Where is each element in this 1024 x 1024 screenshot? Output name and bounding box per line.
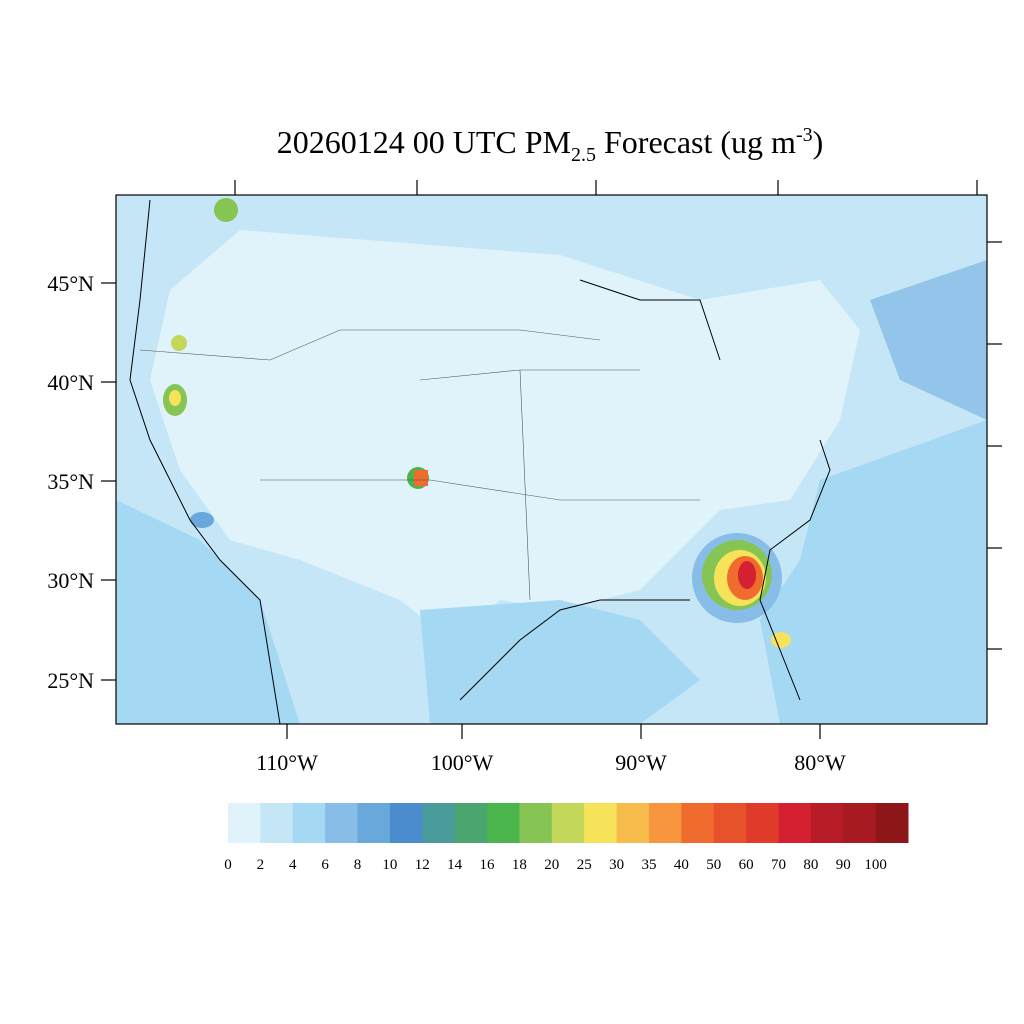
colorbar-label: 25 bbox=[577, 857, 592, 873]
lat-label: 30°N bbox=[47, 568, 94, 593]
colorbar-label: 50 bbox=[706, 857, 721, 873]
map-field bbox=[116, 195, 987, 724]
lat-label: 45°N bbox=[47, 271, 94, 296]
colorbar-box bbox=[713, 803, 747, 843]
title-sub: 2.5 bbox=[571, 144, 596, 166]
colorbar-label: 0 bbox=[224, 857, 232, 873]
colorbar-label: 40 bbox=[674, 857, 689, 873]
title-mid: Forecast (ug m bbox=[596, 124, 796, 160]
colorbar-label: 4 bbox=[289, 857, 297, 873]
colorbar-box bbox=[228, 803, 261, 843]
colorbar-box bbox=[422, 803, 456, 843]
colorbar-box bbox=[584, 803, 618, 843]
colorbar-box bbox=[843, 803, 877, 843]
colorbar-label: 2 bbox=[257, 857, 265, 873]
colorbar-box bbox=[325, 803, 359, 843]
lon-label: 90°W bbox=[615, 750, 667, 775]
colorbar-box bbox=[810, 803, 844, 843]
colorbar-box bbox=[746, 803, 779, 843]
colorbar-label: 60 bbox=[739, 857, 754, 873]
colorbar-label: 14 bbox=[447, 857, 463, 873]
lat-label: 25°N bbox=[47, 668, 94, 693]
colorbar-label: 8 bbox=[354, 857, 362, 873]
colorbar-box bbox=[778, 803, 812, 843]
title-sup: -3 bbox=[796, 124, 813, 146]
colorbar-label: 80 bbox=[803, 857, 818, 873]
colorbar-box bbox=[875, 803, 909, 843]
colorbar-box bbox=[616, 803, 650, 843]
colorbar-box bbox=[519, 803, 553, 843]
colorbar-label: 35 bbox=[641, 857, 656, 873]
lon-label: 80°W bbox=[794, 750, 846, 775]
colorbar-box bbox=[357, 803, 391, 843]
colorbar-label: 18 bbox=[512, 857, 527, 873]
colorbar-box bbox=[551, 803, 585, 843]
colorbar-box bbox=[648, 803, 682, 843]
title-main: 20260124 00 UTC PM bbox=[277, 124, 571, 160]
colorbar-label: 12 bbox=[415, 857, 430, 873]
colorbar-label: 70 bbox=[771, 857, 786, 873]
title-end: ) bbox=[813, 124, 824, 160]
lat-label: 35°N bbox=[47, 469, 94, 494]
map-title: 20260124 00 UTC PM2.5 Forecast (ug m-3) bbox=[277, 124, 824, 166]
frame-ticks bbox=[101, 180, 1002, 739]
colorbar-box bbox=[260, 803, 294, 843]
colorbar-label: 16 bbox=[480, 857, 496, 873]
lon-label: 110°W bbox=[256, 750, 318, 775]
colorbar-label: 30 bbox=[609, 857, 624, 873]
lat-label: 40°N bbox=[47, 370, 94, 395]
colorbar-box bbox=[681, 803, 715, 843]
map-frame bbox=[115, 194, 988, 725]
colorbar-label: 10 bbox=[382, 857, 397, 873]
colorbar-box bbox=[292, 803, 326, 843]
colorbar-label: 100 bbox=[864, 857, 887, 873]
colorbar-box bbox=[487, 803, 520, 843]
colorbar-label: 6 bbox=[321, 857, 329, 873]
colorbar-label: 20 bbox=[544, 857, 559, 873]
colorbar-box bbox=[389, 803, 423, 843]
colorbar-box bbox=[454, 803, 488, 843]
lon-label: 100°W bbox=[431, 750, 494, 775]
colorbar-label: 90 bbox=[836, 857, 851, 873]
